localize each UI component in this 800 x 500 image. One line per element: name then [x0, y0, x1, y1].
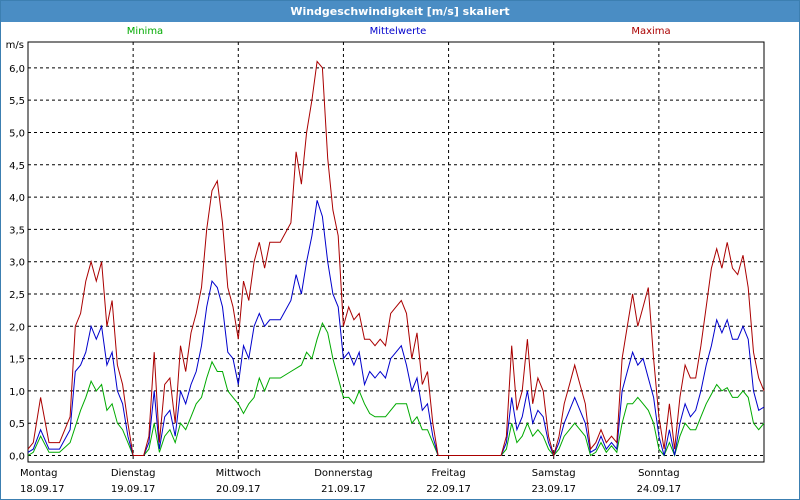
y-tick-label: 2,5	[9, 290, 25, 301]
x-tick-date: 19.09.17	[111, 484, 156, 495]
x-tick-day: Sonntag	[638, 468, 680, 479]
legend: Minima Mittelwerte Maxima	[127, 26, 671, 37]
x-tick-day: Donnerstag	[314, 468, 372, 479]
y-tick-label: 1,0	[9, 387, 25, 398]
y-tick-labels: 0,0 0,5 1,0 1,5 2,0 2,5 3,0 3,5 4,0 4,5 5,0 5,5 6,0	[9, 64, 25, 463]
y-tick-label: 5,5	[9, 96, 25, 107]
y-tick-label: 2,0	[9, 322, 25, 333]
series-lines	[27, 60, 765, 458]
y-tick-label: 0,5	[9, 419, 25, 430]
x-tick-labels: Montag 18.09.17 Dienstag 19.09.17 Mittwoch 20…	[20, 468, 681, 495]
y-axis-unit: m/s	[6, 40, 24, 51]
x-tick-day: Freitag	[431, 468, 465, 479]
y-tick-label: 4,0	[9, 193, 25, 204]
y-tick-label: 3,5	[9, 225, 25, 236]
plot-frame	[27, 41, 765, 463]
y-tick-label: 0,0	[9, 452, 25, 463]
y-tick-label: 5,0	[9, 128, 25, 139]
x-tick-date: 23.09.17	[531, 484, 576, 495]
series-line-minima	[27, 321, 765, 458]
x-tick-date: 20.09.17	[216, 484, 261, 495]
x-tick-date: 24.09.17	[637, 484, 682, 495]
legend-mittelwerte: Mittelwerte	[370, 26, 427, 37]
x-tick-day: Montag	[20, 468, 57, 479]
x-tick-date: 18.09.17	[20, 484, 65, 495]
grid	[28, 42, 764, 462]
y-tick-label: 4,5	[9, 161, 25, 172]
legend-maxima: Maxima	[631, 26, 670, 37]
y-tick-label: 1,5	[9, 355, 25, 366]
y-tick-label: 6,0	[9, 64, 25, 75]
x-tick-day: Mittwoch	[216, 468, 261, 479]
series-line-maxima	[27, 60, 765, 458]
x-tick-date: 21.09.17	[321, 484, 366, 495]
legend-minima: Minima	[127, 26, 163, 37]
y-tick-label: 3,0	[9, 258, 25, 269]
x-tick-day: Dienstag	[111, 468, 156, 479]
x-tick-day: Samstag	[532, 468, 576, 479]
x-tick-date: 22.09.17	[426, 484, 471, 495]
window-title: Windgeschwindigkeit [m/s] skaliert	[1, 1, 799, 22]
series-line-mittelwerte	[27, 200, 765, 457]
